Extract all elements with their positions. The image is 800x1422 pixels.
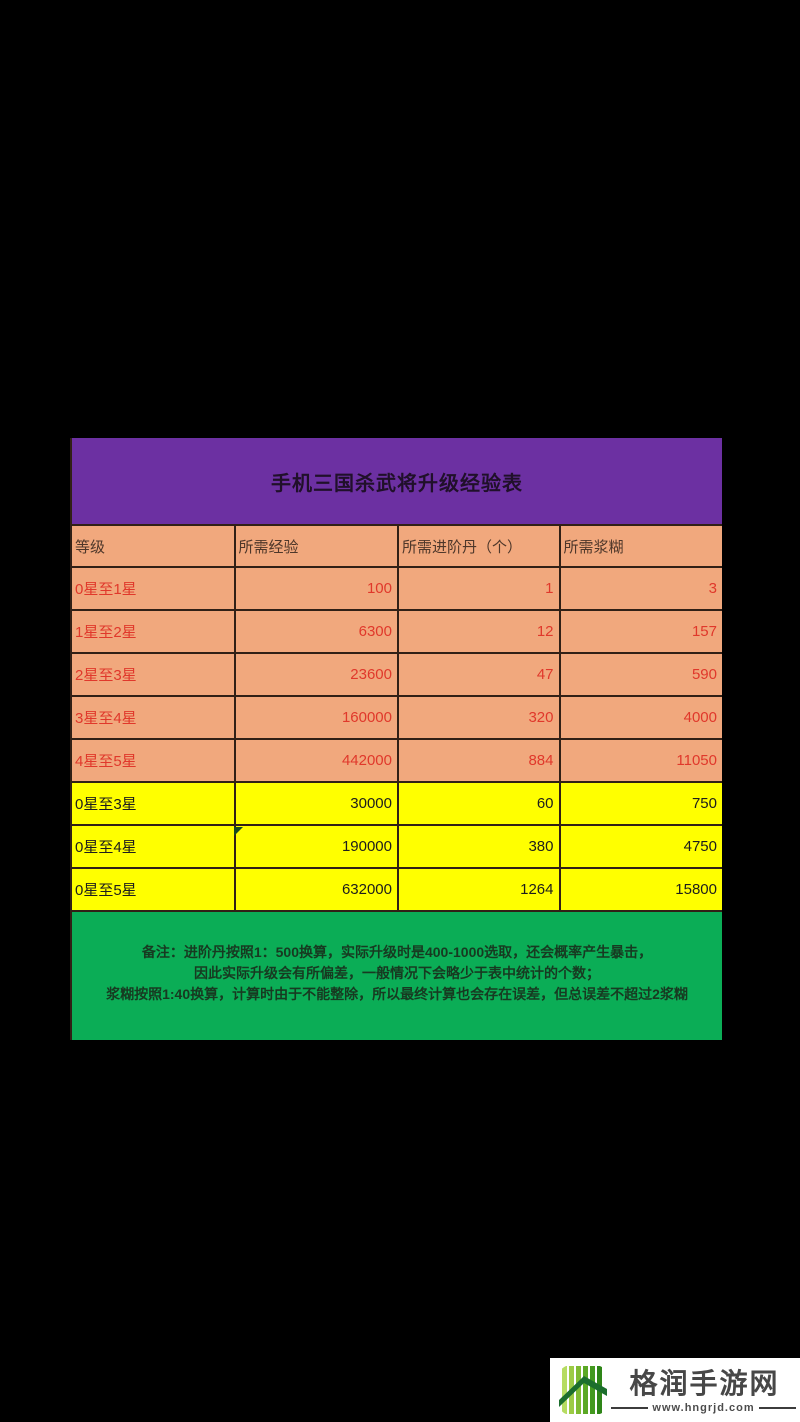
cell-level: 2星至3星 — [75, 667, 137, 684]
cell-exp: 30000 — [233, 783, 398, 824]
cell-exp: 23600 — [233, 654, 398, 695]
divider-line — [758, 1407, 796, 1409]
cell-paste: 4000 — [558, 697, 723, 738]
cell-level: 3星至4星 — [75, 710, 137, 727]
cell-pills: 1 — [397, 568, 559, 609]
cell-pills: 60 — [397, 783, 559, 824]
footnote-line: 浆糊按照1:40换算，计算时由于不能整除，所以最终计算也会存在误差，但总误差不超… — [106, 986, 688, 1002]
column-header-level: 等级 — [75, 538, 106, 556]
table-footnote: 备注：进阶丹按照1：500换算，实际升级时是400-1000选取，还会概率产生暴… — [72, 912, 722, 1040]
site-url-row: www.hngrjd.com — [609, 1400, 800, 1414]
cell-pills: 1264 — [397, 869, 559, 910]
cell-level: 0星至3星 — [75, 796, 137, 813]
column-header-exp: 所需经验 — [233, 526, 398, 566]
cell-level: 0星至5星 — [75, 882, 137, 899]
cell-exp: 6300 — [233, 611, 398, 652]
table-title-bar: 手机三国杀武将升级经验表 — [72, 438, 722, 524]
cell-paste: 750 — [558, 783, 723, 824]
cell-pills: 47 — [397, 654, 559, 695]
cell-pills: 380 — [397, 826, 559, 867]
cell-paste: 3 — [558, 568, 723, 609]
cell-pills: 320 — [397, 697, 559, 738]
site-watermark: 格润手游网 www.hngrjd.com — [550, 1358, 800, 1422]
cell-pills: 12 — [397, 611, 559, 652]
cell-level: 0星至4星 — [75, 839, 137, 856]
table-row: 0星至5星 632000 1264 15800 — [72, 867, 722, 910]
table-row: 0星至4星 190000 380 4750 — [72, 824, 722, 867]
divider-line — [611, 1407, 649, 1409]
table-body: 等级 所需经验 所需进阶丹（个） 所需浆糊 0星至1星 100 1 3 1星至2… — [72, 524, 722, 912]
table-header-row: 等级 所需经验 所需进阶丹（个） 所需浆糊 — [72, 524, 722, 566]
table-row: 3星至4星 160000 320 4000 — [72, 695, 722, 738]
cell-level: 4星至5星 — [75, 753, 137, 770]
cell-corner-marker — [234, 827, 243, 836]
cell-paste: 590 — [558, 654, 723, 695]
table-row: 0星至1星 100 1 3 — [72, 566, 722, 609]
cell-paste: 15800 — [558, 869, 723, 910]
site-url: www.hngrjd.com — [652, 1402, 755, 1414]
footnote-line: 备注：进阶丹按照1：500换算，实际升级时是400-1000选取，还会概率产生暴… — [141, 944, 653, 960]
table-row: 0星至3星 30000 60 750 — [72, 781, 722, 824]
cell-level: 0星至1星 — [75, 581, 137, 598]
column-header-paste: 所需浆糊 — [558, 526, 723, 566]
table-row: 4星至5星 442000 884 11050 — [72, 738, 722, 781]
cell-level: 1星至2星 — [75, 624, 137, 641]
table-row: 1星至2星 6300 12 157 — [72, 609, 722, 652]
cell-exp: 160000 — [233, 697, 398, 738]
table-row: 2星至3星 23600 47 590 — [72, 652, 722, 695]
cell-paste: 4750 — [558, 826, 723, 867]
footnote-line: 因此实际升级会有所偏差，一般情况下会略少于表中统计的个数； — [194, 965, 600, 981]
cell-exp: 632000 — [233, 869, 398, 910]
site-name: 格润手游网 — [629, 1368, 780, 1399]
site-logo-icon — [558, 1365, 608, 1415]
cell-pills: 884 — [397, 740, 559, 781]
cell-exp: 100 — [233, 568, 398, 609]
table-title: 手机三国杀武将升级经验表 — [271, 472, 523, 495]
upgrade-experience-table: 手机三国杀武将升级经验表 等级 所需经验 所需进阶丹（个） 所需浆糊 0星至1星… — [70, 438, 722, 1040]
cell-exp: 190000 — [233, 826, 398, 867]
cell-paste: 11050 — [558, 740, 723, 781]
column-header-pills: 所需进阶丹（个） — [397, 526, 559, 566]
cell-paste: 157 — [558, 611, 723, 652]
cell-exp: 442000 — [233, 740, 398, 781]
